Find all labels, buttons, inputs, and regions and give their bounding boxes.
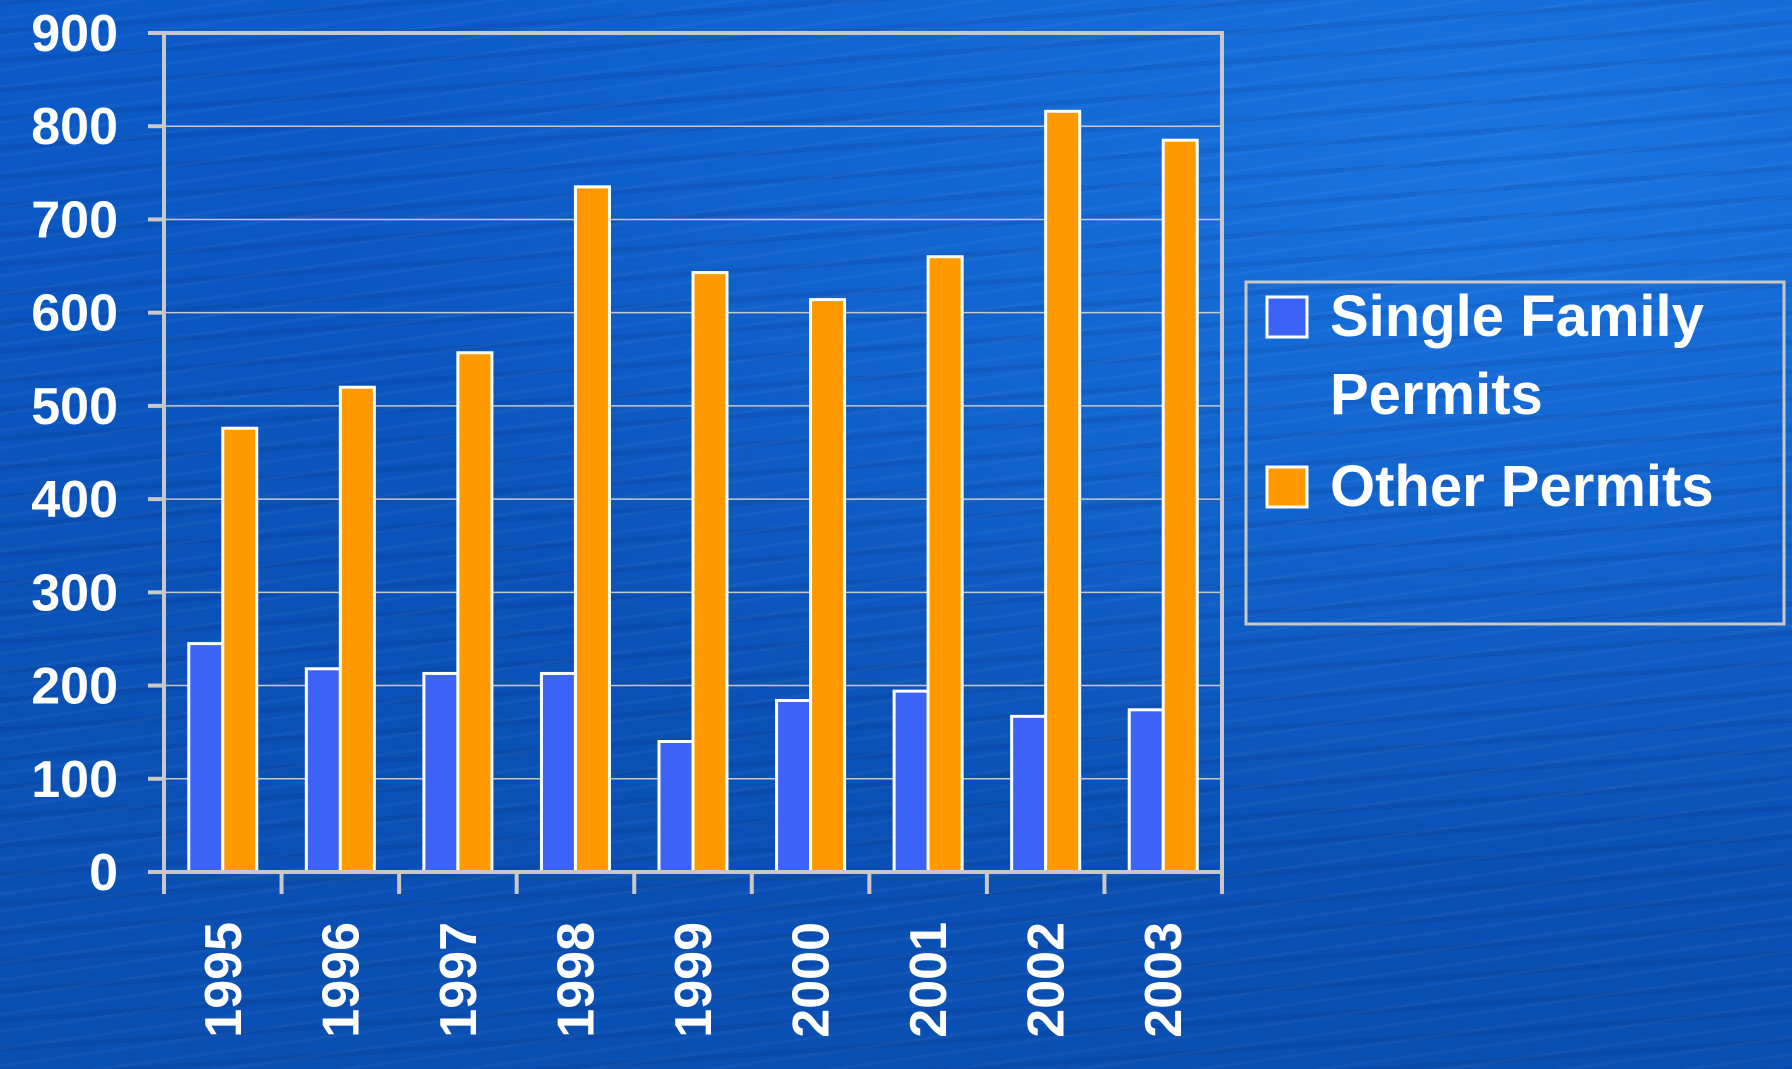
bar-single-family-1999 — [657, 739, 695, 874]
legend-label: Other Permits — [1330, 454, 1714, 519]
legend-swatch-single-family — [1265, 295, 1309, 339]
y-tick-label: 900 — [31, 5, 118, 63]
bar-other-2002 — [1044, 109, 1082, 874]
bar-other-1997 — [456, 351, 494, 874]
y-tick-label: 200 — [31, 658, 118, 716]
axes — [148, 31, 1224, 894]
bar-single-family-1998 — [539, 671, 577, 874]
y-tick-labels: 0 100 200 300 400 500 600 700 800 900 — [31, 5, 118, 902]
y-tick-label: 800 — [31, 98, 118, 156]
x-tick-label: 2003 — [1135, 922, 1193, 1038]
bar-other-2000 — [809, 298, 847, 874]
bars — [187, 109, 1199, 874]
bar-other-2001 — [926, 255, 964, 874]
plot-frame — [162, 31, 1224, 874]
x-tick-label: 1998 — [547, 922, 605, 1038]
legend-label: Permits — [1330, 362, 1543, 427]
bar-single-family-2003 — [1127, 708, 1165, 874]
bar-single-family-2001 — [892, 689, 930, 874]
bar-other-1995 — [221, 426, 259, 874]
bar-single-family-2000 — [775, 698, 813, 874]
y-tick-label: 100 — [31, 751, 118, 809]
y-tick-label: 400 — [31, 471, 118, 529]
bar-other-1999 — [691, 271, 729, 874]
y-tick-label: 300 — [31, 564, 118, 622]
bar-other-1996 — [338, 385, 376, 874]
y-tick-label: 500 — [31, 378, 118, 436]
legend-swatch-other — [1265, 465, 1309, 509]
x-tick-label: 2001 — [900, 922, 958, 1038]
bar-single-family-1996 — [304, 667, 342, 874]
bar-other-1998 — [573, 185, 611, 874]
x-tick-label: 2000 — [783, 922, 841, 1038]
y-tick-label: 0 — [89, 844, 118, 902]
x-tick-labels: 1995 1996 1997 1998 1999 2000 2001 2002 2003 — [195, 922, 1193, 1038]
x-tick-label: 1996 — [312, 922, 370, 1038]
bar-other-2003 — [1161, 138, 1199, 874]
legend-box — [1244, 280, 1786, 626]
y-tick-label: 600 — [31, 285, 118, 343]
legend: Single Family Permits Other Permits — [1244, 280, 1786, 626]
x-tick-label: 1997 — [430, 922, 488, 1038]
x-tick-label: 1995 — [195, 922, 253, 1038]
bar-single-family-2002 — [1010, 714, 1048, 874]
legend-label: Single Family — [1330, 284, 1704, 349]
bar-single-family-1997 — [422, 671, 460, 874]
y-tick-label: 700 — [31, 191, 118, 249]
bar-single-family-1995 — [187, 642, 225, 874]
x-tick-label: 1999 — [665, 922, 723, 1038]
x-tick-label: 2002 — [1018, 922, 1076, 1038]
